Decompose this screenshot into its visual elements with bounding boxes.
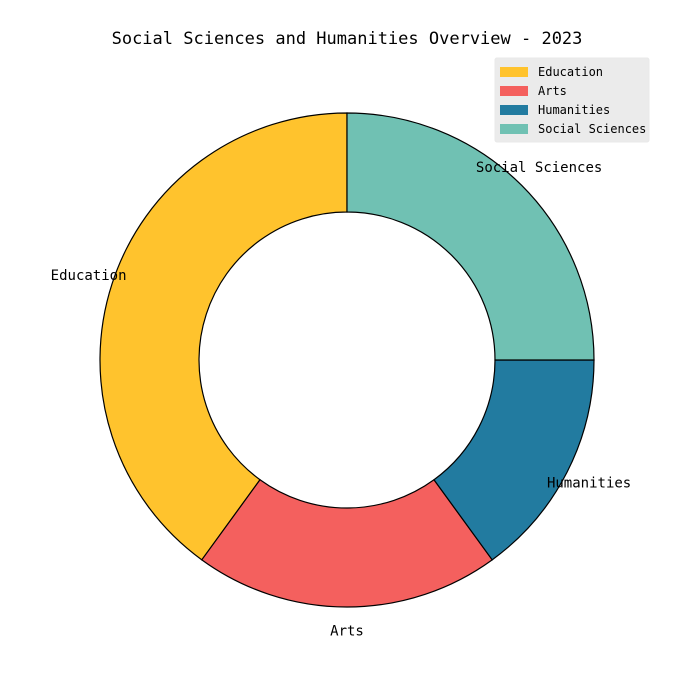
slice-label-social-sciences: Social Sciences — [476, 160, 602, 176]
legend-swatch-social-sciences — [500, 124, 528, 134]
legend-label-arts: Arts — [538, 84, 567, 98]
chart-title: Social Sciences and Humanities Overview … — [112, 29, 583, 49]
slice-label-education: Education — [51, 268, 127, 284]
slice-social-sciences — [347, 113, 594, 360]
legend-label-social-sciences: Social Sciences — [538, 122, 646, 136]
slice-label-humanities: Humanities — [547, 475, 631, 491]
slice-label-arts: Arts — [330, 624, 364, 640]
legend-label-education: Education — [538, 65, 603, 79]
legend-swatch-humanities — [500, 105, 528, 115]
legend-swatch-education — [500, 67, 528, 77]
donut-slices — [100, 113, 594, 607]
legend: Education Arts Humanities Social Sciences — [495, 58, 649, 142]
slice-education — [100, 113, 347, 560]
legend-swatch-arts — [500, 86, 528, 96]
legend-label-humanities: Humanities — [538, 103, 610, 117]
